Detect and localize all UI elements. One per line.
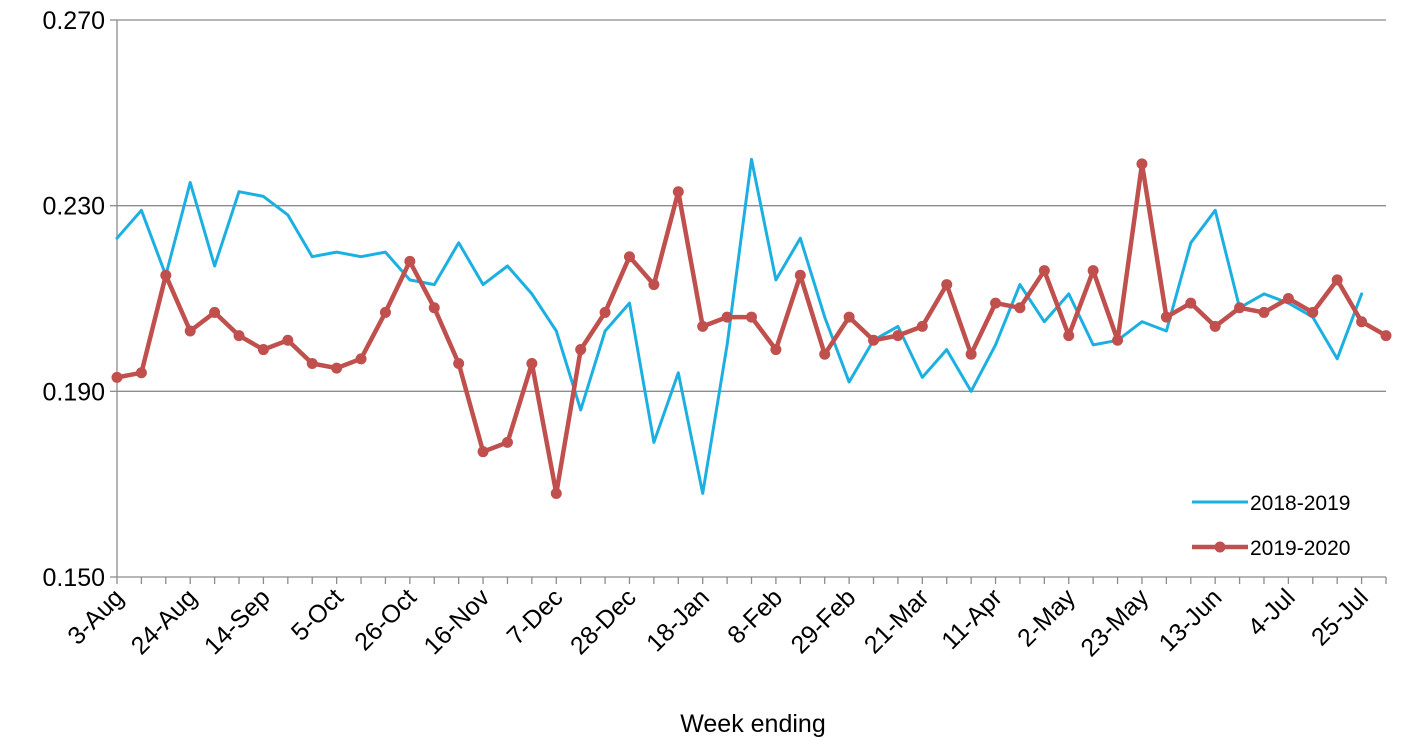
y-axis-ticks: 0.150 0.190 0.230 0.270 (42, 7, 117, 592)
series-2-point (892, 330, 904, 342)
x-tick-label: 4-Jul (1243, 583, 1301, 641)
series-2-point (648, 279, 660, 291)
series-2-point (843, 311, 855, 323)
y-tick-label: 0.270 (42, 7, 105, 35)
series-2-point (135, 367, 147, 379)
series-2-point (1160, 311, 1172, 323)
x-tick-label: 21-Mar (859, 583, 935, 659)
series-2-point (1063, 330, 1075, 342)
series-2-point (1014, 302, 1026, 314)
x-tick-label: 25-Jul (1306, 583, 1374, 651)
y-tick-label: 0.230 (42, 193, 105, 221)
x-tick-label: 13-Jun (1154, 583, 1228, 657)
x-tick-label: 24-Aug (126, 583, 203, 660)
series-2-point (965, 348, 977, 360)
series-2-point (941, 279, 953, 291)
x-tick-label: 16-Nov (419, 583, 496, 660)
series-2-point (819, 348, 831, 360)
series-2-point (1185, 297, 1197, 309)
series-2-point (599, 306, 611, 318)
series-2-point (209, 306, 221, 318)
series-2-point (257, 344, 269, 356)
series-2-point (1258, 306, 1270, 318)
series-2-point (355, 353, 367, 365)
legend-label-1: 2018-2019 (1250, 492, 1350, 515)
series-2-point (1307, 306, 1319, 318)
series-2-point (1112, 334, 1124, 346)
series-2-point (623, 251, 635, 263)
series-2-point (453, 357, 465, 369)
y-tick-label: 0.190 (42, 378, 105, 406)
x-tick-label: 23-May (1075, 583, 1154, 662)
series-2-point (404, 255, 416, 267)
series-2-point (1331, 274, 1343, 286)
x-tick-label: 28-Dec (565, 583, 642, 660)
x-axis-title: Week ending (680, 710, 825, 738)
series-2-point (111, 371, 123, 383)
series-2-point (282, 334, 294, 346)
series-2-point (331, 362, 343, 374)
x-tick-label: 7-Dec (502, 583, 569, 650)
series-2-point (794, 269, 806, 281)
series-2-point (428, 302, 440, 314)
series-group (111, 157, 1392, 499)
series-2-point (501, 436, 513, 448)
series-2-point (770, 344, 782, 356)
x-tick-label: 3-Aug (62, 583, 129, 650)
series-2-point (160, 269, 172, 281)
series-2-point (746, 311, 757, 323)
legend-label-2: 2019-2020 (1250, 537, 1350, 560)
series-2-point (550, 487, 562, 499)
x-tick-label: 5-Oct (286, 583, 349, 646)
series-2-point (526, 357, 538, 369)
x-tick-label: 11-Apr (936, 583, 1008, 655)
legend: 2018-2019 2019-2020 (1192, 492, 1350, 560)
series-2-point (1380, 330, 1392, 342)
legend-marker-2 (1214, 541, 1226, 553)
series-2-point (1234, 302, 1246, 314)
series-2-point (1282, 293, 1294, 304)
series-2-point (233, 330, 245, 342)
series-2-point (477, 446, 489, 458)
y-tick-label: 0.150 (42, 564, 105, 592)
series-2-point (1038, 265, 1050, 277)
series-2-point (916, 320, 928, 332)
series-2-point (672, 186, 684, 198)
x-tick-label: 14-Sep (199, 583, 276, 660)
series-2-point (575, 344, 587, 356)
series-2-point (1087, 265, 1099, 277)
x-tick-label: 18-Jan (641, 583, 715, 657)
x-tick-label: 8-Feb (722, 583, 788, 649)
series-2-point (697, 320, 709, 332)
series-2-point (1209, 320, 1221, 332)
x-tick-label: 2-May (1012, 583, 1081, 652)
series-2-point (868, 334, 880, 346)
series-2-point (306, 357, 318, 369)
series-line-1 (115, 157, 1364, 495)
series-2-point (990, 297, 1002, 309)
gridlines (117, 19, 1386, 392)
series-2-point (184, 325, 196, 337)
x-tick-label: 29-Feb (786, 583, 862, 659)
axes (116, 20, 1386, 578)
series-2-point (1356, 316, 1368, 328)
series-2-point (1136, 158, 1148, 170)
series-2-point (379, 306, 391, 318)
series-line-2 (114, 161, 1389, 496)
x-tick-label: 26-Oct (349, 583, 422, 656)
series-2-point (721, 311, 733, 323)
